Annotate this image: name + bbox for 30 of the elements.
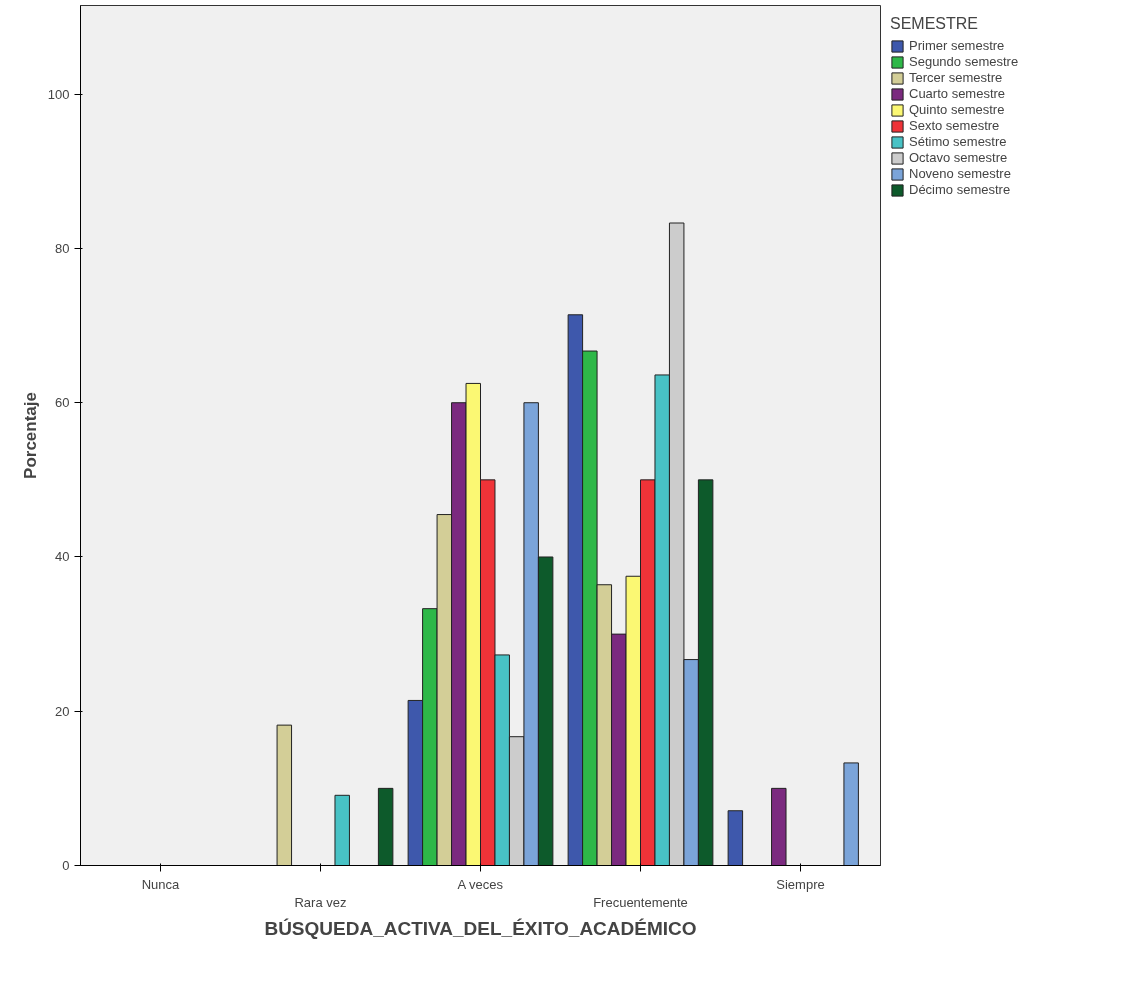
y-tick-label: 80 <box>55 240 70 256</box>
x-tick-label: Rara vez <box>294 894 347 910</box>
legend-label: Primer semestre <box>909 38 1006 53</box>
x-axis-title: BÚSQUEDA_ACTIVA_DEL_ÉXITO_ACADÉMICO <box>264 917 697 939</box>
legend-label: Tercer semestre <box>909 70 1004 85</box>
legend-label: Décimo semestre <box>909 182 1011 197</box>
legend-label: Sexto semestre <box>909 118 1001 133</box>
bar <box>377 787 394 866</box>
legend-label: Quinto semestre <box>909 102 1006 117</box>
y-tick-label: 60 <box>55 395 70 411</box>
x-tick-label: Nunca <box>141 876 181 892</box>
legend-title: SEMESTRE <box>890 15 979 33</box>
legend-label: Octavo semestre <box>909 150 1009 165</box>
y-axis-title: Porcentaje <box>20 392 40 479</box>
y-tick-label: 0 <box>62 858 70 873</box>
bar <box>771 787 787 866</box>
x-tick-label: Siempre <box>776 876 825 892</box>
bar <box>334 794 350 866</box>
legend-label: Cuarto semestre <box>909 86 1007 101</box>
x-tick-label: A veces <box>457 876 504 892</box>
bar <box>727 810 744 866</box>
x-tick-label: Frecuentemente <box>593 894 688 910</box>
y-tick-label: 40 <box>55 549 70 565</box>
y-tick-label: 20 <box>55 703 70 719</box>
legend-label: Sétimo semestre <box>909 134 1008 149</box>
legend-label: Noveno semestre <box>909 166 1011 181</box>
y-tick-label: 100 <box>47 86 70 102</box>
bar <box>843 762 859 866</box>
legend-label: Segundo semestre <box>909 54 1019 69</box>
bar <box>276 724 293 866</box>
